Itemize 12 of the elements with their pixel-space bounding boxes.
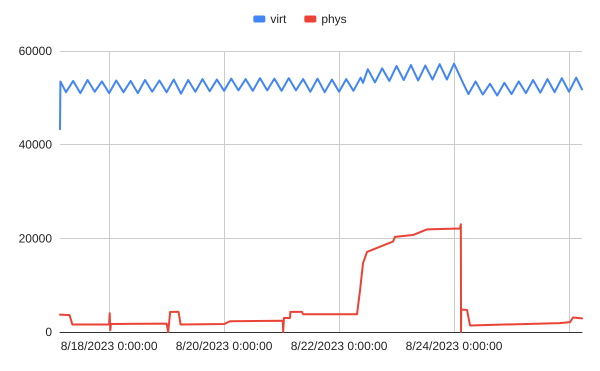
line-series bbox=[59, 62, 583, 130]
x-tick-label: 8/18/2023 0:00:00 bbox=[60, 339, 158, 353]
y-tick-label: 20000 bbox=[18, 231, 52, 246]
legend-label: phys bbox=[321, 12, 347, 26]
line-series bbox=[59, 223, 583, 333]
y-tick-label: 0 bbox=[45, 325, 52, 339]
y-tick-label: 60000 bbox=[18, 44, 52, 58]
x-tick-label: 8/24/2023 0:00:00 bbox=[406, 339, 503, 353]
x-tick-label: 8/20/2023 0:00:00 bbox=[176, 339, 273, 353]
x-tick-label: 8/22/2023 0:00:00 bbox=[290, 339, 388, 353]
y-tick-label: 40000 bbox=[18, 138, 52, 152]
legend-label: virt bbox=[270, 12, 287, 26]
